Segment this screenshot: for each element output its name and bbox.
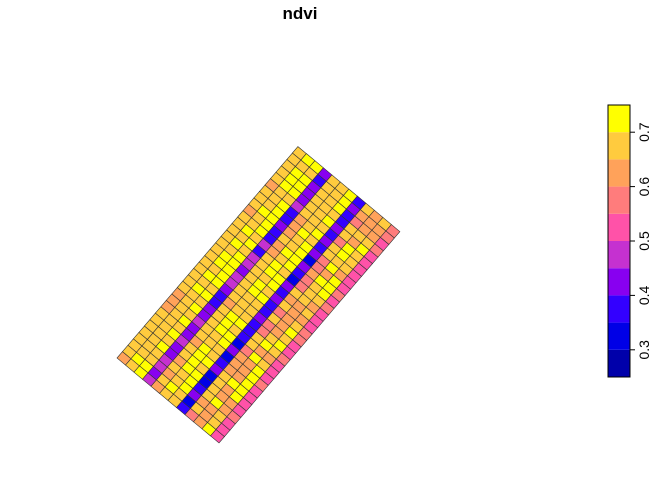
legend-tick-label: 0.6	[636, 177, 652, 197]
legend-swatch	[608, 105, 630, 133]
legend-swatch	[608, 295, 630, 323]
color-legend: 0.3 0.4 0.5 0.6 0.7	[607, 104, 652, 378]
legend-swatch	[608, 349, 630, 377]
plot-title: ndvi	[282, 4, 318, 23]
raster-cells	[116, 146, 401, 444]
legend-tick-label: 0.7	[636, 122, 652, 142]
legend-swatch	[608, 159, 630, 187]
legend-swatch	[608, 322, 630, 350]
legend-tick-label: 0.4	[636, 285, 652, 305]
legend-tick-label: 0.3	[636, 340, 652, 360]
legend-tick-label: 0.5	[636, 231, 652, 251]
legend-swatch	[608, 213, 630, 241]
legend-swatch	[608, 268, 630, 296]
raster-cell	[385, 224, 401, 239]
legend-swatch	[608, 186, 630, 214]
legend-swatch	[608, 241, 630, 269]
legend-swatch	[608, 132, 630, 160]
